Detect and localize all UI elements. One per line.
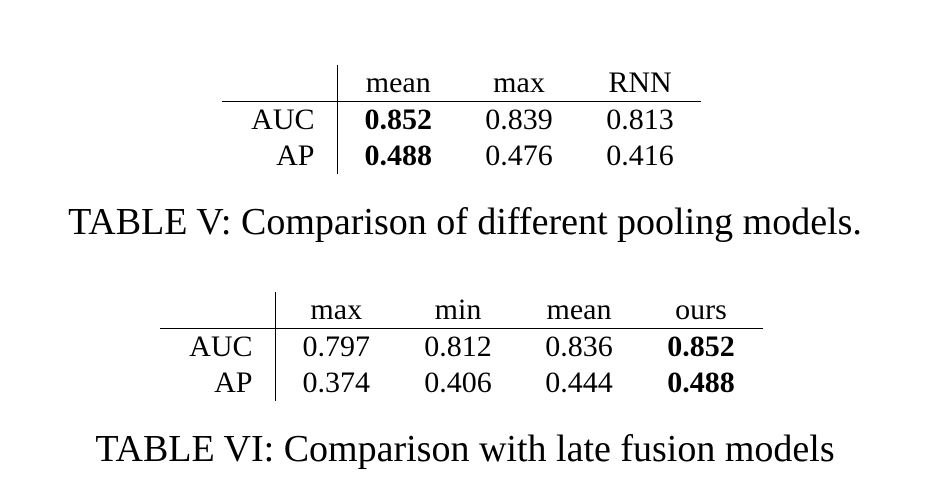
cell-auc-mean: 0.852 bbox=[364, 103, 433, 136]
cell-ap-max: 0.374 bbox=[302, 366, 371, 399]
table-v-caption: TABLE V: Comparison of different pooling… bbox=[68, 201, 862, 243]
row-label-auc: AUC bbox=[160, 328, 276, 365]
table-header-row: max min mean ours bbox=[160, 292, 763, 329]
cell-auc-mean: 0.836 bbox=[545, 330, 613, 363]
column-header-ours: ours bbox=[639, 292, 763, 329]
row-label-ap: AP bbox=[222, 138, 338, 174]
table-v: mean max RNN AUC 0.852 0.839 0.813 AP 0.… bbox=[222, 65, 701, 174]
cell-ap-mean: 0.444 bbox=[545, 366, 613, 399]
cell-auc-rnn: 0.813 bbox=[606, 103, 674, 136]
table-vi: max min mean ours AUC 0.797 0.812 0.836 … bbox=[160, 292, 763, 401]
cell-auc-max: 0.797 bbox=[302, 330, 371, 363]
table-header-row: mean max RNN bbox=[222, 65, 701, 102]
column-header-mean: mean bbox=[519, 292, 639, 329]
cell-ap-ours: 0.488 bbox=[667, 366, 735, 399]
table-row-auc: AUC 0.797 0.812 0.836 0.852 bbox=[160, 328, 763, 365]
cell-ap-rnn: 0.416 bbox=[606, 139, 674, 172]
table-row-auc: AUC 0.852 0.839 0.813 bbox=[222, 101, 701, 138]
cell-auc-max: 0.839 bbox=[485, 103, 553, 136]
cell-ap-max: 0.476 bbox=[485, 139, 553, 172]
table-vi-caption: TABLE VI: Comparison with late fusion mo… bbox=[95, 428, 835, 470]
column-header-max: max bbox=[459, 65, 579, 102]
cell-auc-min: 0.812 bbox=[424, 330, 492, 363]
cell-ap-mean: 0.488 bbox=[364, 139, 433, 172]
cell-ap-min: 0.406 bbox=[424, 366, 492, 399]
table-corner-cell bbox=[160, 292, 276, 329]
table-corner-cell bbox=[222, 65, 338, 102]
column-header-max: max bbox=[275, 292, 397, 329]
cell-auc-ours: 0.852 bbox=[667, 330, 735, 363]
table-row-ap: AP 0.488 0.476 0.416 bbox=[222, 138, 701, 174]
row-label-auc: AUC bbox=[222, 101, 338, 138]
column-header-rnn: RNN bbox=[579, 65, 701, 102]
row-label-ap: AP bbox=[160, 365, 276, 401]
column-header-mean: mean bbox=[337, 65, 459, 102]
column-header-min: min bbox=[397, 292, 519, 329]
table-row-ap: AP 0.374 0.406 0.444 0.488 bbox=[160, 365, 763, 401]
